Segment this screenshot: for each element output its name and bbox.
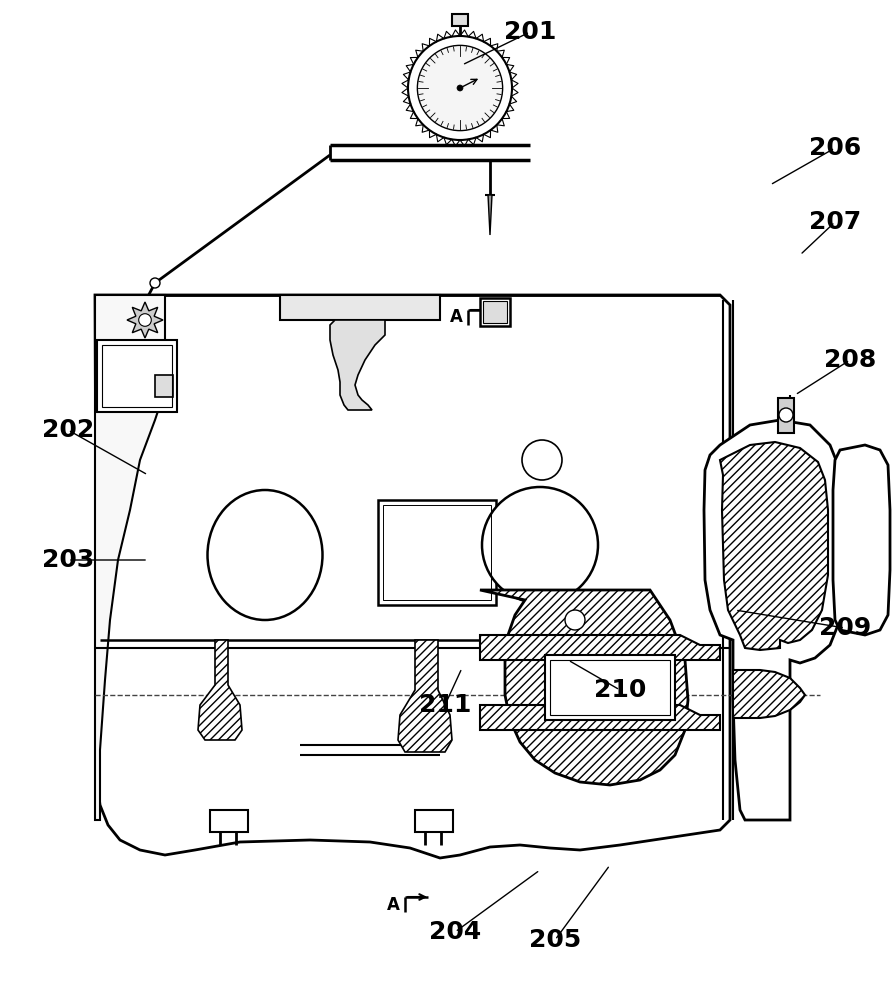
Text: 206: 206 — [809, 136, 861, 160]
Text: 207: 207 — [809, 210, 861, 234]
Polygon shape — [198, 640, 242, 740]
Polygon shape — [733, 670, 805, 718]
Text: 202: 202 — [42, 418, 94, 442]
Circle shape — [408, 36, 512, 140]
Bar — [415, 810, 453, 832]
Bar — [452, 14, 468, 26]
Bar — [280, 295, 440, 320]
Bar — [383, 505, 491, 600]
Circle shape — [457, 85, 463, 91]
Bar — [483, 301, 507, 323]
Text: A: A — [450, 308, 463, 326]
Polygon shape — [95, 295, 730, 858]
Bar — [480, 298, 510, 326]
Bar — [550, 660, 670, 715]
Circle shape — [522, 440, 562, 480]
Bar — [378, 500, 496, 605]
Ellipse shape — [207, 490, 322, 620]
Text: 201: 201 — [504, 20, 556, 44]
Circle shape — [417, 45, 503, 131]
Bar — [97, 340, 177, 412]
Polygon shape — [398, 640, 452, 752]
Polygon shape — [480, 705, 720, 730]
Text: 205: 205 — [529, 928, 581, 952]
Polygon shape — [480, 635, 720, 660]
Text: 209: 209 — [819, 616, 872, 640]
Circle shape — [482, 487, 598, 603]
Polygon shape — [330, 320, 385, 410]
Polygon shape — [704, 420, 845, 820]
Circle shape — [779, 408, 793, 422]
Text: 204: 204 — [429, 920, 481, 944]
Bar — [102, 345, 172, 407]
Circle shape — [565, 610, 585, 630]
Polygon shape — [833, 445, 890, 635]
Polygon shape — [480, 590, 688, 785]
Text: 203: 203 — [42, 548, 94, 572]
Text: 210: 210 — [594, 678, 647, 702]
Polygon shape — [488, 195, 492, 235]
Polygon shape — [95, 295, 165, 820]
Text: 211: 211 — [419, 693, 472, 717]
Bar — [210, 810, 248, 832]
Bar — [778, 398, 794, 433]
Text: A: A — [387, 896, 400, 914]
Circle shape — [138, 314, 151, 326]
Bar — [155, 375, 173, 397]
Circle shape — [150, 278, 160, 288]
Polygon shape — [127, 302, 163, 338]
Bar — [545, 655, 675, 720]
Text: 208: 208 — [824, 348, 876, 372]
Polygon shape — [720, 442, 828, 650]
